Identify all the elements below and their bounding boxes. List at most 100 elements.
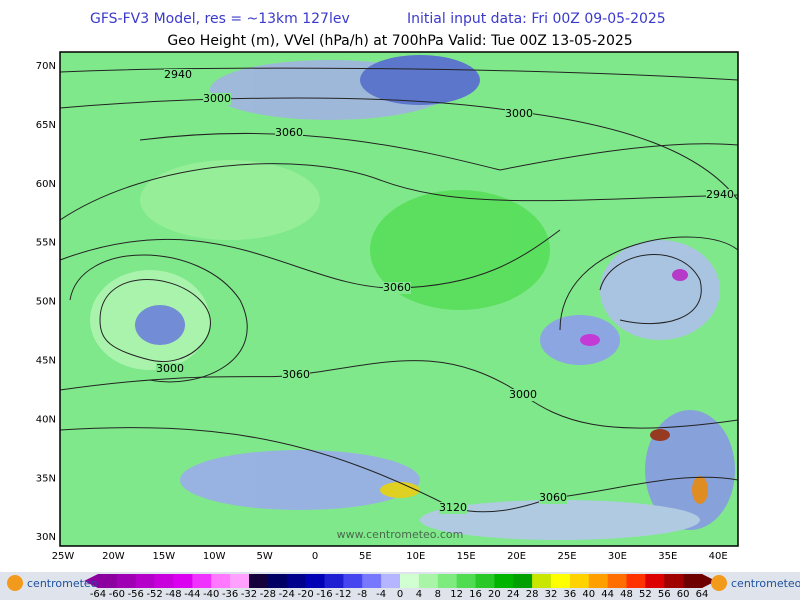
colorbar-swatch [513,574,533,588]
colorbar-label: 20 [488,589,501,600]
colorbar-label: 44 [601,589,614,600]
contour-label: 3060 [383,281,411,294]
colorbar-label: -28 [260,589,276,600]
colorbar-swatch [305,574,325,588]
colorbar-swatch [211,574,231,588]
lon-label: 0 [312,551,318,562]
colorbar-swatch [551,574,571,588]
colorbar: -64 -60 -56 -52 -48 -44 -40 -36 -32 -28 -24 -20 -16-… [84,574,716,600]
lon-label: 15E [457,551,476,562]
colorbar-label: 28 [526,589,539,600]
colorbar-label: 4 [416,589,422,600]
contour-label-bg [156,363,184,375]
lon-label: 20W [102,551,125,562]
lat-label: 70N [36,61,56,72]
lon-label: 5W [256,551,272,562]
lat-label: 40N [36,414,56,425]
colorbar-label: -36 [222,589,238,600]
contour-label: 2940 [706,188,734,201]
colorbar-label: -8 [357,589,367,600]
lon-label: 10W [203,551,226,562]
lat-label: 55N [36,238,56,249]
colorbar-label: 48 [620,589,633,600]
field-texture [90,55,735,540]
contours [59,67,739,513]
map-frame [59,51,739,547]
contour-label: 3000 [203,92,231,105]
contour-label: 3000 [505,107,533,120]
colorbar-swatch [569,574,590,588]
map: 70N 65N 60N 55N 50N 45N 40N 35N 30N 2940 3000 3060 3… [36,51,739,547]
lat-label: 30N [36,532,56,543]
colorbar-swatch [192,574,212,588]
colorbar-swatch [286,574,306,588]
lon-label: 15W [152,551,175,562]
lon-label: 30E [608,551,627,562]
colorbar-label: -4 [376,589,386,600]
colorbar-swatch [456,574,476,588]
colorbar-bar: -64 -60 -56 -52 -48 -44 -40 -36 -32 -28 -24 -20 -16-… [0,572,800,600]
colorbar-label: -40 [203,589,219,600]
lat-label: 60N [36,179,56,190]
colorbar-label: -32 [241,589,257,600]
contour-label: 3000 [156,362,184,375]
colorbar-swatch [607,574,627,588]
lon-label: 40E [709,551,728,562]
logo-icon [7,575,23,591]
colorbar-swatch [626,574,646,588]
colorbar-label: 8 [435,589,441,600]
contour-label: 3060 [282,368,310,381]
colorbar-swatch [154,574,174,588]
model-info: GFS-FV3 Model, res = ~13km 127lev [90,11,350,27]
logo-right: centrometeo [731,577,800,590]
colorbar-swatch [532,574,552,588]
colorbar-swatch [343,574,363,588]
colorbar-swatch [588,574,608,588]
colorbar-swatch [135,574,155,588]
lat-label: 50N [36,297,56,308]
contour-label-bg [706,189,734,201]
colorbar-swatch [267,574,288,588]
colorbar-label: 60 [677,589,690,600]
contour-label-bg [282,369,310,381]
colorbar-swatch [400,574,420,588]
colorbar-label: -44 [184,589,200,600]
colorbar-swatch [116,574,137,588]
init-info: Initial input data: Fri 00Z 09-05-2025 [407,11,666,27]
colorbar-swatch [437,574,457,588]
lon-label: 35E [658,551,677,562]
colorbar-label: -60 [109,589,125,600]
colorbar-label: 36 [564,589,577,600]
lon-label: 25W [52,551,75,562]
contour-label-bg [539,492,567,504]
logo-left: centrometeo [27,577,98,590]
colorbar-label: 56 [658,589,671,600]
lat-label: 35N [36,473,56,484]
colorbar-label: -52 [146,589,162,600]
colorbar-swatch [230,574,250,588]
colorbar-label: -24 [279,589,295,600]
colorbar-swatch [249,574,269,588]
contour-label: 2940 [164,68,192,81]
colorbar-label: -64 [90,589,106,600]
contour-label: 3120 [439,501,467,514]
contour-label: 3060 [539,491,567,504]
colorbar-swatch [98,574,118,588]
colorbar-label: 24 [507,589,520,600]
lon-label: 25E [557,551,576,562]
colorbar-swatch [418,574,439,588]
contour-label-bg [275,127,303,139]
colorbar-swatch [664,574,684,588]
lon-label: 5E [359,551,372,562]
colorbar-label: -48 [165,589,181,600]
colorbar-swatch [324,574,344,588]
map-labels: 70N 65N 60N 55N 50N 45N 40N 35N 30N 2940 3000 3060 3… [36,61,734,543]
lon-label: 10E [406,551,425,562]
colorbar-arrow-left [84,574,98,588]
contour-label-bg [164,69,192,81]
colorbar-swatch [683,574,703,588]
subtitle: Geo Height (m), VVel (hPa/h) at 700hPa V… [167,33,632,49]
colorbar-swatch [645,574,665,588]
lat-label: 45N [36,356,56,367]
